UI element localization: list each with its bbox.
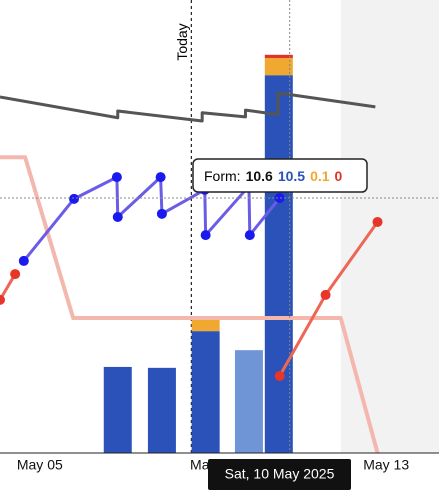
bar-segment [264,57,293,76]
line-marker [156,208,167,219]
tooltip-value: 0.1 [310,168,330,184]
line-marker [274,370,285,381]
bar-segment [191,318,220,332]
line-marker [10,269,21,280]
tooltip-value: 10.5 [278,168,305,184]
x-tick-label: May 05 [17,457,63,473]
line-marker [18,255,29,266]
bar-segment [103,366,132,453]
today-label: Today [174,23,190,60]
tooltip-box [192,158,368,193]
bar-segment [234,350,263,453]
line-marker [0,294,5,305]
line-marker [274,192,285,203]
future-region [340,0,439,453]
line-marker [372,216,383,227]
tooltip-value: 10.6 [246,168,273,184]
line-marker [200,230,211,241]
line-marker [111,172,122,183]
line-marker [244,230,255,241]
line-marker [69,193,80,204]
bar-segment [147,367,176,453]
date-tooltip: Sat, 10 May 2025 [225,466,335,482]
line-marker [112,211,123,222]
bar-segment [191,331,220,453]
bar-segment [264,75,293,453]
line [0,91,376,123]
line-marker [155,172,166,183]
line-marker [320,289,331,300]
date-tooltip-box [208,459,351,490]
x-tick-label: May 13 [363,457,409,473]
tooltip: Form: 10.6 10.5 0.1 0 [192,158,368,193]
tooltip-value: 0 [335,168,343,184]
bar-segment [264,54,293,58]
line [0,221,379,377]
tooltip-label: Form: [204,168,241,184]
tooltip-text: Form: 10.6 10.5 0.1 0 [204,168,343,184]
line [0,155,380,454]
